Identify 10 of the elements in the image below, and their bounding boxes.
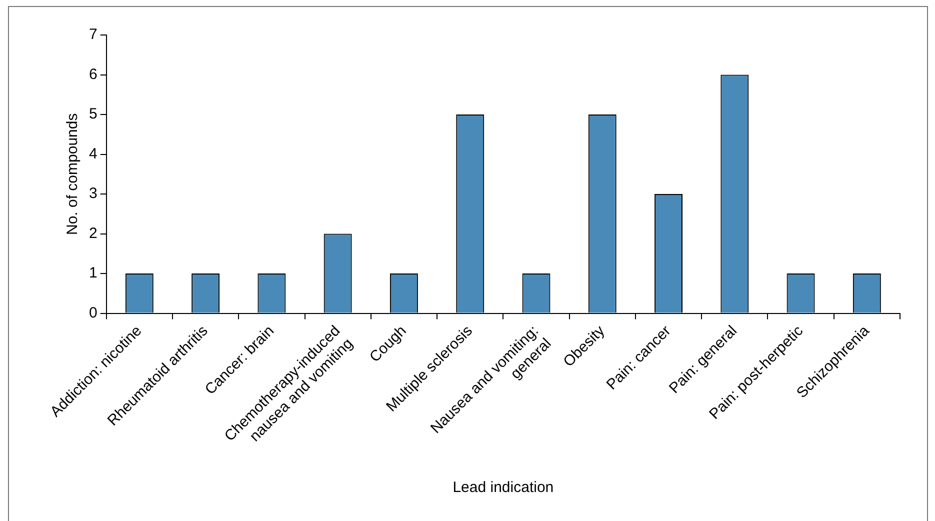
y-tick-label: 6 — [89, 66, 98, 83]
y-tick-label: 3 — [89, 185, 98, 202]
y-tick-label: 5 — [89, 106, 98, 123]
y-tick-label: 1 — [89, 264, 98, 282]
x-axis-title: Lead indication — [452, 479, 554, 496]
y-tick-label: 7 — [89, 26, 98, 44]
y-axis-title: No. of compounds — [64, 113, 82, 236]
y-tick-label: 0 — [89, 304, 98, 322]
y-tick-label: 2 — [89, 224, 98, 242]
y-tick-label: 4 — [89, 145, 98, 162]
